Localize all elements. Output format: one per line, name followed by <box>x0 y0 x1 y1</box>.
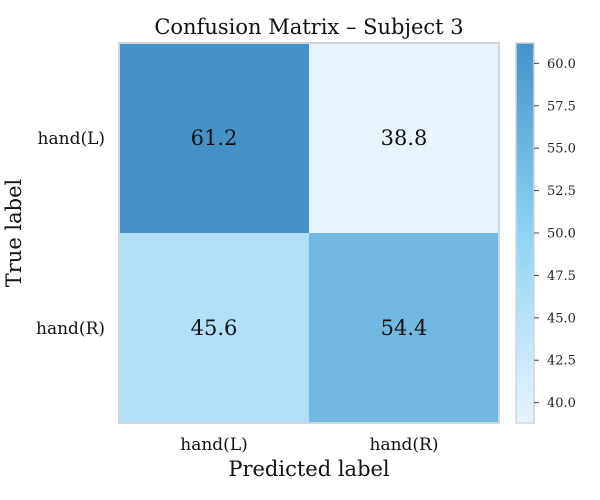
heatmap-cell-r1-c1 <box>309 233 499 423</box>
heatmap-cell-r0-c0 <box>119 43 309 233</box>
heatmap-cell-r0-c1 <box>309 43 499 233</box>
colorbar <box>516 43 534 423</box>
x-axis-label: Predicted label <box>228 457 390 481</box>
plot-frame <box>118 42 500 424</box>
colorbar-tick-label: 47.5 <box>547 269 576 284</box>
cell-value-r0-c1: 38.8 <box>381 126 428 150</box>
colorbar-tick-label: 42.5 <box>547 354 576 369</box>
cell-value-r1-c0: 45.6 <box>191 316 238 340</box>
cell-value-r1-c1: 54.4 <box>381 316 428 340</box>
y-tick-label: hand(L) <box>38 129 105 149</box>
x-tick-label: hand(L) <box>180 435 247 455</box>
colorbar-tick-label: 57.5 <box>547 99 576 114</box>
colorbar-tick-label: 55.0 <box>547 142 576 157</box>
x-tick-labels: hand(L) hand(R) <box>180 435 438 455</box>
colorbar-tick-label: 40.0 <box>547 396 576 411</box>
colorbar-tick-label: 50.0 <box>547 227 576 242</box>
y-tick-label: hand(R) <box>36 319 105 339</box>
cell-labels: 61.2 38.8 45.6 54.4 <box>191 126 428 340</box>
y-tick-labels: hand(L) hand(R) <box>36 129 105 339</box>
y-axis-label: True label <box>2 178 26 287</box>
cell-value-r0-c0: 61.2 <box>191 126 238 150</box>
colorbar-tick-label: 52.5 <box>547 184 576 199</box>
colorbar-tick-label: 60.0 <box>547 57 576 72</box>
colorbar-tick-label: 45.0 <box>547 311 576 326</box>
colorbar-ticks: 40.0 42.5 45.0 47.5 50.0 52.5 55.0 57.5 60.0 <box>534 57 576 411</box>
chart-title: Confusion Matrix – Subject 3 <box>154 15 463 39</box>
heatmap-cells <box>119 43 499 423</box>
heatmap-cell-r1-c0 <box>119 233 309 423</box>
x-tick-label: hand(R) <box>370 435 439 455</box>
